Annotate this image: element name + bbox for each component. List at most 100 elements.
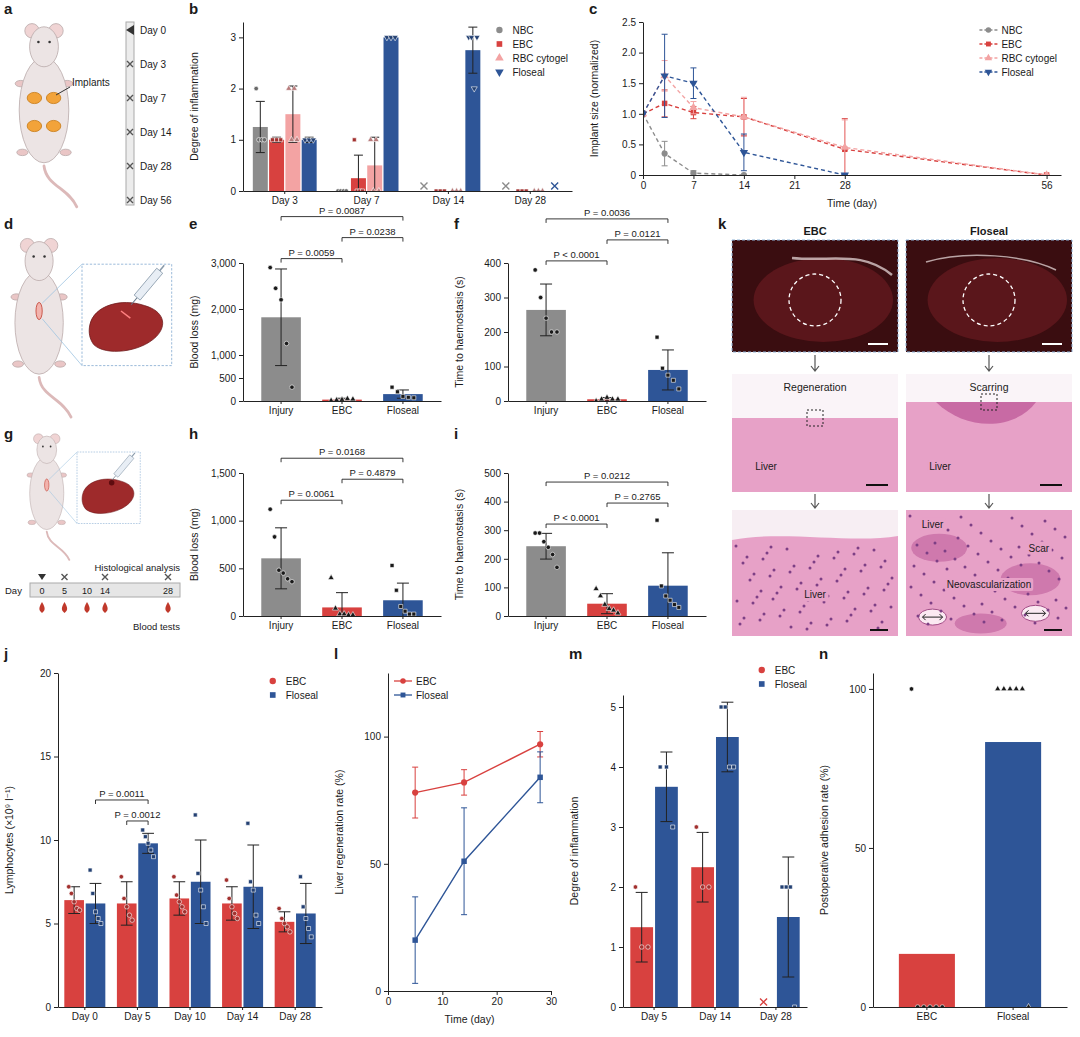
data-point xyxy=(412,396,416,400)
plot-area xyxy=(412,732,543,984)
legend: NBCEBCRBC cytogelFloseal xyxy=(979,25,1057,78)
x-tick: Floseal xyxy=(997,1007,1029,1022)
data-point xyxy=(286,85,292,90)
legend-marker xyxy=(759,681,765,687)
data-point xyxy=(304,916,308,920)
nucleus xyxy=(983,621,986,624)
y-axis: 05001,0001,500 xyxy=(211,468,244,622)
panel-letter: g xyxy=(4,425,13,442)
error-bar xyxy=(412,897,418,983)
y-axis-title: Time to haemostasis (s) xyxy=(453,489,465,601)
data-point xyxy=(524,189,528,191)
nucleus xyxy=(953,597,956,600)
data-point xyxy=(254,913,258,917)
bar xyxy=(716,737,739,1007)
x-axis: Day 3Day 7Day 14Day 28 xyxy=(244,191,573,206)
x-axis-line xyxy=(644,175,1062,176)
mouse-eye xyxy=(37,41,40,44)
nucleus xyxy=(836,580,839,583)
x-tick-mark xyxy=(607,401,608,404)
histology-marker xyxy=(165,574,171,580)
y-tick-mark xyxy=(639,114,643,115)
data-point xyxy=(288,136,294,141)
x-tick: 30 xyxy=(546,991,558,1007)
plot-area xyxy=(261,265,422,401)
y-tick-label: 200 xyxy=(484,327,501,338)
data-point xyxy=(251,888,255,892)
image-label: Liver xyxy=(922,519,944,530)
x-tick-mark xyxy=(654,1007,655,1010)
defect-outline xyxy=(963,274,1015,326)
data-point xyxy=(352,138,356,142)
surgery-diagram xyxy=(27,434,140,560)
y-tick-label: 0 xyxy=(495,396,501,407)
legend-label: EBC xyxy=(286,676,307,687)
nucleus xyxy=(840,574,843,577)
photo-highlight xyxy=(792,258,892,275)
defect-outline xyxy=(789,274,841,326)
y-tick-label: 0 xyxy=(610,1002,616,1013)
x-tick: 21 xyxy=(789,175,801,191)
nucleus xyxy=(991,611,994,614)
p-value-label: P = 0.4879 xyxy=(349,467,395,478)
y-tick: 1.0 xyxy=(622,109,643,120)
y-axis-title: Lymphocytes (×10⁹ l⁻¹) xyxy=(3,786,15,894)
data-point xyxy=(288,930,293,935)
data-point xyxy=(94,910,98,914)
data-point xyxy=(285,577,290,582)
y-tick-mark xyxy=(504,530,508,531)
nucleus xyxy=(987,561,990,564)
callout-label: Implants xyxy=(72,77,110,88)
data-point xyxy=(370,187,376,191)
nucleus xyxy=(867,587,870,590)
data-point xyxy=(279,298,284,303)
y-tick-label: 1,000 xyxy=(211,350,236,361)
y-tick-mark xyxy=(239,521,243,522)
legend-marker xyxy=(986,27,992,33)
y-tick: 15 xyxy=(40,751,58,762)
data-point xyxy=(550,552,555,557)
data-point xyxy=(368,136,374,141)
liver xyxy=(89,303,162,352)
y-tick-label: 2 xyxy=(610,882,616,893)
data-point xyxy=(544,316,549,321)
nucleus xyxy=(776,592,779,595)
error-bar xyxy=(690,171,696,175)
y-tick-mark xyxy=(384,864,388,865)
y-tick-label: 10 xyxy=(40,835,52,846)
legend-label: Floseal xyxy=(775,679,807,690)
nucleus xyxy=(783,609,786,612)
y-tick-label: 5 xyxy=(45,918,51,929)
surgery-diagram xyxy=(11,238,172,417)
histology-section xyxy=(732,374,898,492)
y-tick-mark xyxy=(619,887,623,888)
y-tick-mark xyxy=(239,89,243,90)
data-point xyxy=(615,396,621,401)
nucleus xyxy=(769,575,772,578)
bar xyxy=(275,922,295,1007)
error-bar xyxy=(412,767,418,818)
zoom-region xyxy=(807,410,823,426)
y-tick-label: 0.5 xyxy=(622,139,636,150)
nucleus xyxy=(759,619,762,622)
label-patch xyxy=(1027,542,1052,555)
y-tick-label: 5 xyxy=(610,702,616,713)
y-tick-label: 500 xyxy=(484,468,501,479)
y-tick-mark xyxy=(504,559,508,560)
nucleus xyxy=(1057,617,1060,620)
y-tick-mark xyxy=(239,378,243,379)
series-line xyxy=(415,744,540,792)
data-point xyxy=(593,585,599,590)
x-tick-label: Day 14 xyxy=(699,1011,731,1022)
x-axis-line xyxy=(244,191,573,192)
nucleus xyxy=(766,552,769,555)
plot-area xyxy=(526,268,687,401)
legend-marker xyxy=(496,27,502,33)
data-point xyxy=(461,779,467,785)
data-point xyxy=(281,571,286,576)
timeline-bar xyxy=(30,583,180,597)
data-point xyxy=(442,189,446,191)
timeline-bar xyxy=(126,22,134,205)
y-axis-title: Degree of inflammation xyxy=(568,797,580,906)
nucleus xyxy=(843,597,846,600)
